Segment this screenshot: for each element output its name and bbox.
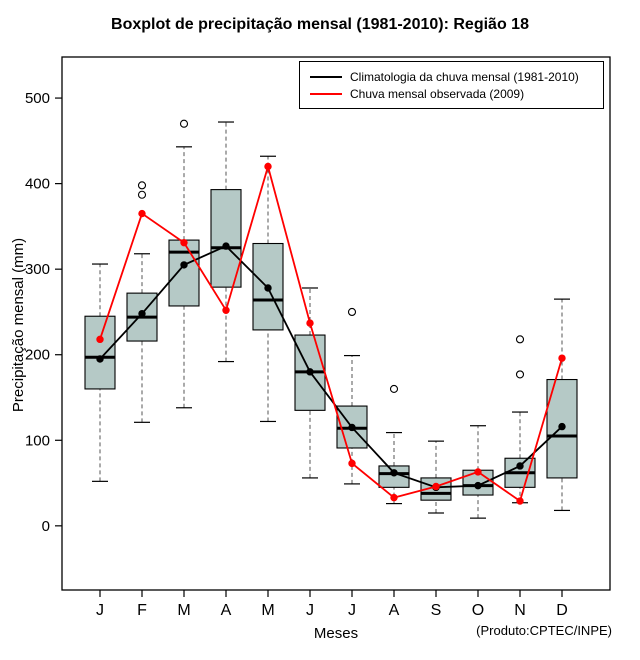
- box: [378, 465, 410, 488]
- observed-point: [96, 335, 104, 344]
- climatology-point: [474, 481, 482, 490]
- climatology-point: [558, 422, 566, 431]
- outlier-point: [137, 190, 147, 199]
- x-tick-label: O: [472, 602, 484, 619]
- legend-entry-climatology: Climatologia da chuva mensal (1981-2010): [310, 68, 595, 85]
- x-tick-label: F: [137, 602, 147, 619]
- observed-point: [138, 209, 146, 218]
- outlier-point: [137, 181, 147, 190]
- y-tick-label: 100: [25, 432, 50, 449]
- x-tick-label: A: [221, 602, 232, 619]
- outlier-point: [179, 119, 189, 128]
- observed-point: [558, 354, 566, 362]
- box: [84, 315, 116, 390]
- x-tick-label: D: [556, 602, 568, 619]
- climatology-point: [96, 355, 104, 363]
- observed-point: [390, 493, 398, 502]
- climatology-point: [222, 242, 230, 250]
- climatology-line-swatch: [310, 75, 342, 78]
- climatology-point: [390, 469, 398, 477]
- outlier-point: [515, 335, 525, 344]
- climatology-point: [264, 284, 272, 292]
- observed-point: [306, 319, 314, 327]
- legend: Climatologia da chuva mensal (1981-2010)…: [299, 61, 604, 109]
- x-axis-label: Meses: [313, 625, 359, 642]
- legend-label-climatology: Climatologia da chuva mensal (1981-2010): [350, 69, 579, 84]
- x-tick-label: S: [431, 602, 442, 619]
- box: [168, 239, 200, 307]
- x-tick-label: M: [177, 602, 190, 619]
- legend-entry-observed: Chuva mensal observada (2009): [310, 85, 595, 102]
- observed-point: [474, 468, 482, 476]
- plot-border: [61, 56, 611, 591]
- chart-title: Boxplot de precipitação mensal (1981-201…: [111, 16, 529, 33]
- observed-point: [516, 497, 524, 505]
- x-tick-label: J: [306, 602, 314, 619]
- outlier-point: [347, 307, 357, 317]
- observed-point: [180, 238, 188, 247]
- y-tick-label: 400: [25, 176, 50, 193]
- climatology-line: [99, 244, 563, 489]
- observed-point: [432, 482, 440, 491]
- climatology-point: [516, 462, 524, 470]
- x-tick-label: M: [261, 602, 274, 619]
- y-tick-label: 300: [25, 261, 50, 278]
- outlier-point: [515, 370, 525, 379]
- outlier-point: [389, 384, 399, 393]
- climatology-point: [306, 368, 314, 376]
- climatology-point: [348, 423, 356, 432]
- x-tick-label: J: [348, 602, 356, 619]
- observed-point: [222, 306, 230, 314]
- climatology-point: [138, 309, 146, 318]
- y-tick-label: 0: [42, 518, 50, 535]
- observed-point: [264, 162, 272, 171]
- y-axis-label: Precipitação mensal (mm): [10, 237, 27, 413]
- observed-line-swatch: [310, 92, 342, 95]
- y-tick-label: 500: [25, 90, 50, 107]
- x-tick-label: J: [96, 602, 104, 619]
- credit-text: (Produto:CPTEC/INPE): [476, 623, 612, 638]
- x-tick-label: N: [514, 602, 526, 619]
- climatology-point: [180, 261, 188, 269]
- observed-point: [348, 459, 356, 468]
- x-tick-label: A: [389, 602, 400, 619]
- observed-line: [99, 163, 563, 503]
- legend-label-observed: Chuva mensal observada (2009): [350, 86, 525, 101]
- box: [210, 189, 242, 288]
- y-tick-label: 200: [25, 347, 50, 364]
